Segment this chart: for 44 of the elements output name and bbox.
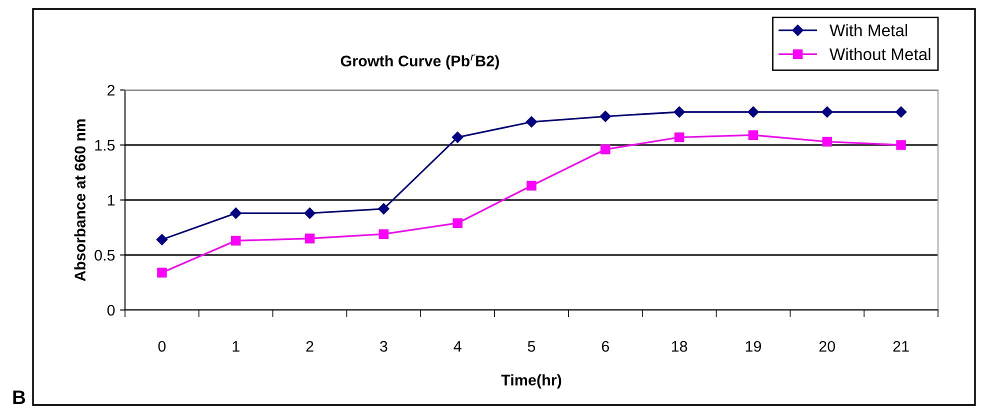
point [378,229,389,239]
x-tick-label: 21 [893,340,909,352]
point [895,106,907,118]
point [452,132,464,143]
point [230,208,242,219]
y-tick-label: 1 [108,195,115,206]
x-tick-label: 6 [602,340,609,352]
point [600,144,610,154]
legend-label: Without Metal [830,48,930,60]
x-axis-title: Time(hr) [501,374,562,388]
point [452,218,462,228]
point [231,236,241,246]
point [822,136,832,147]
x-tick-label: 3 [380,340,388,352]
point [674,106,685,118]
point [748,130,758,140]
y-tick-label: 1.5 [95,140,115,151]
y-axis-title: Absorbance at 660 nm [74,119,86,282]
point [822,106,833,118]
point [304,208,316,219]
x-tick-label: 0 [158,340,166,352]
point [157,268,167,278]
point [674,132,684,142]
point [896,140,906,150]
x-tick-label: 1 [232,341,240,352]
y-tick-label: 2 [108,84,115,96]
point [156,234,168,246]
point [748,106,759,118]
x-tick-label: 4 [454,341,462,352]
y-tick-label: 0.5 [94,250,115,261]
point [526,180,536,191]
x-tick-label: 2 [306,340,314,352]
text: B [13,390,26,404]
point [378,203,390,214]
x-tick-label: 5 [528,341,536,352]
legend-label: With Metal [830,24,908,36]
x-tick-label: 18 [672,340,688,352]
y-tick-label: 0 [107,304,115,316]
x-tick-label: 20 [819,340,836,352]
point [526,116,538,128]
point [304,234,315,244]
x-tick-label: 19 [746,340,761,352]
chart-title: Growth Curve (Pb$^{r}$B2) [340,54,499,70]
point [600,110,612,122]
